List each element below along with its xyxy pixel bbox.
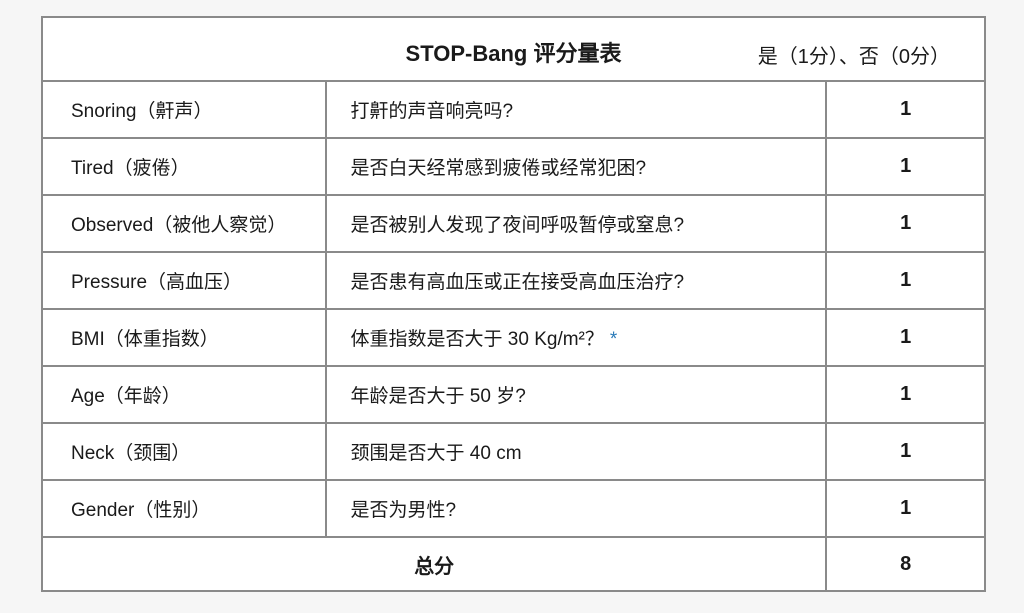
item-cell: Gender（性别） [41,479,327,538]
score-cell: 1 [825,137,986,196]
table-row: BMI（体重指数） 体重指数是否大于 30 Kg/m²？ * 1 [41,308,986,367]
total-row: 总分 8 [40,536,986,592]
question-text: 打鼾的声音响亮吗? [350,101,514,122]
item-cell: Tired（疲倦） [41,137,327,196]
question-cell: 打鼾的声音响亮吗? [324,80,828,139]
header-cell: STOP-Bang 评分量表 是（1分）、否（0分） [41,16,986,82]
item-cell: BMI（体重指数） [41,308,327,367]
table-row: Neck（颈围） 颈围是否大于 40 cm 1 [41,422,986,481]
question-cell: 年龄是否大于 50 岁? [324,365,828,424]
question-text: 是否被别人发现了夜间呼吸暂停或窒息? [350,215,685,236]
item-cell: Snoring（鼾声） [41,80,327,139]
question-cell: 是否患有高血压或正在接受高血压治疗? [324,251,828,310]
score-cell: 1 [825,479,986,538]
table-row: Pressure（高血压） 是否患有高血压或正在接受高血压治疗? 1 [41,251,986,310]
score-cell: 1 [825,308,986,367]
question-text: 是否为男性? [350,500,457,521]
question-cell: 是否为男性? [324,479,828,538]
table-row: Tired（疲倦） 是否白天经常感到疲倦或经常犯困? 1 [41,137,986,196]
note-mark: * [609,329,618,350]
table-row: Observed（被他人察觉） 是否被别人发现了夜间呼吸暂停或窒息? 1 [41,194,986,253]
item-cell: Observed（被他人察觉） [41,194,327,253]
question-text: 是否白天经常感到疲倦或经常犯困? [350,158,647,179]
table-header-row: STOP-Bang 评分量表 是（1分）、否（0分） [41,16,986,82]
table-row: Age（年龄） 年龄是否大于 50 岁? 1 [41,365,986,424]
question-cell: 颈围是否大于 40 cm [324,422,828,481]
table-row: Gender（性别） 是否为男性? 1 [41,479,986,538]
score-cell: 1 [825,365,986,424]
item-cell: Age（年龄） [41,365,327,424]
question-cell: 体重指数是否大于 30 Kg/m²？ * [324,308,828,367]
score-cell: 1 [825,422,986,481]
question-text: 颈围是否大于 40 cm [350,443,522,464]
question-cell: 是否白天经常感到疲倦或经常犯困? [324,137,828,196]
stop-bang-table: STOP-Bang 评分量表 是（1分）、否（0分） Snoring（鼾声） 打… [40,16,986,592]
total-label: 总分 [40,536,828,592]
scoring-legend: 是（1分）、否（0分） [757,46,950,68]
question-cell: 是否被别人发现了夜间呼吸暂停或窒息? [324,194,828,253]
question-text: 年龄是否大于 50 岁? [350,386,526,407]
total-score: 8 [825,536,986,592]
score-cell: 1 [825,80,986,139]
table-title: STOP-Bang 评分量表 [405,41,622,66]
item-cell: Neck（颈围） [41,422,327,481]
table-row: Snoring（鼾声） 打鼾的声音响亮吗? 1 [41,80,986,139]
question-text: 体重指数是否大于 30 Kg/m²？ [350,329,604,350]
score-cell: 1 [825,194,986,253]
score-cell: 1 [825,251,986,310]
item-cell: Pressure（高血压） [41,251,327,310]
question-text: 是否患有高血压或正在接受高血压治疗? [350,272,685,293]
